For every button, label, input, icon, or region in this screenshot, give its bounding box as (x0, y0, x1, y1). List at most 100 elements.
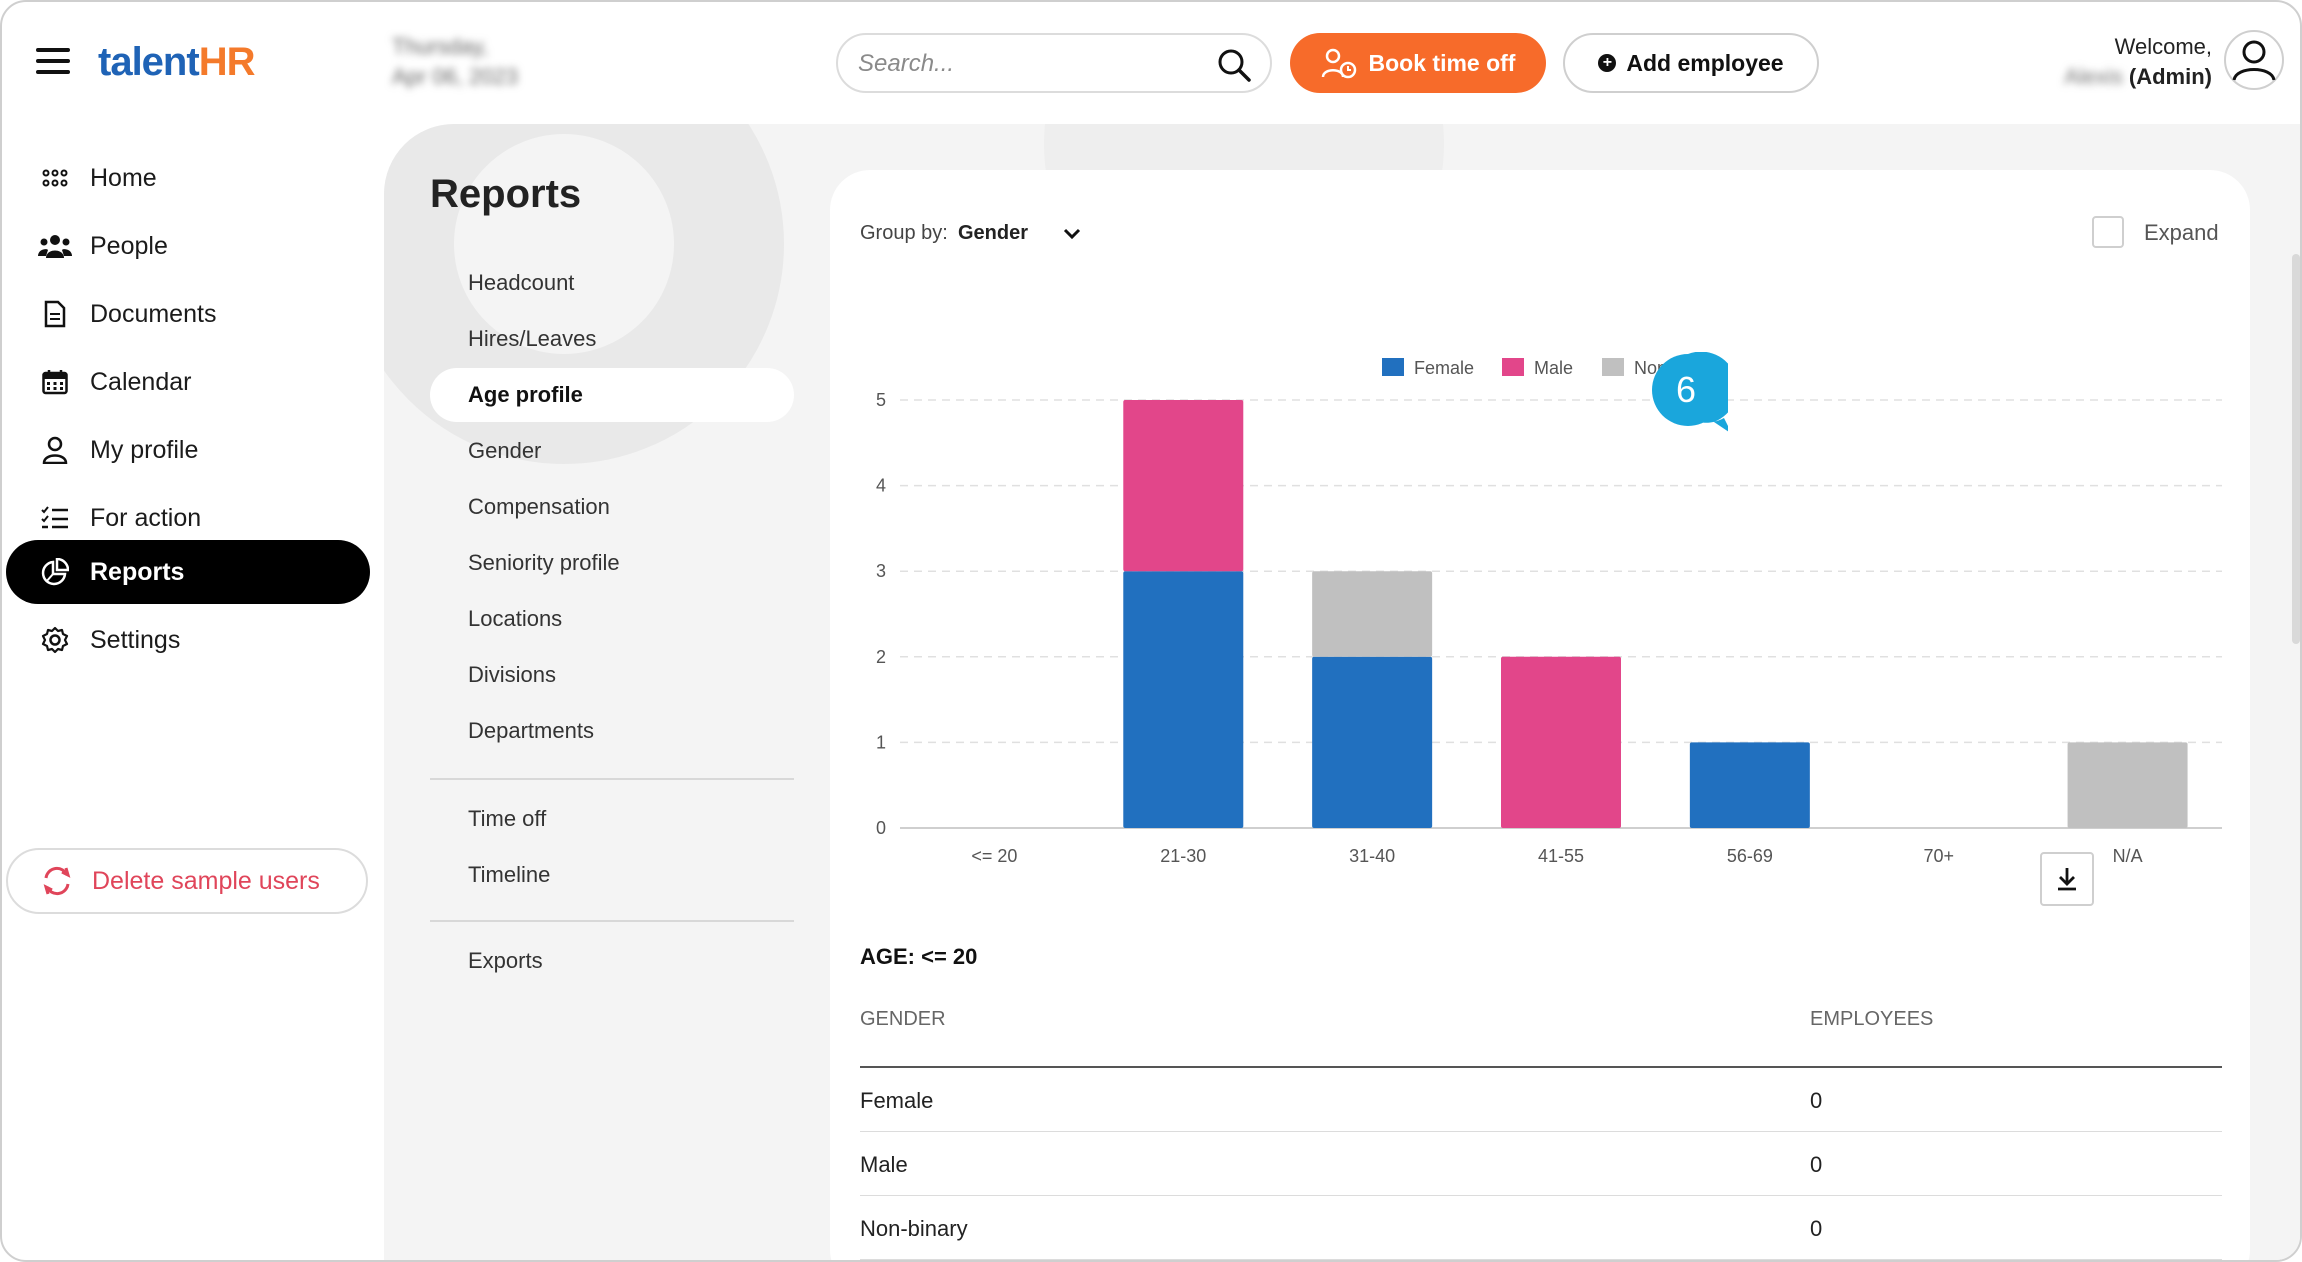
user-avatar-icon (2232, 40, 2276, 81)
sidebar-item-label: People (90, 231, 168, 260)
sidebar-item-label: My profile (90, 435, 199, 464)
download-icon (2058, 868, 2076, 891)
table-title: AGE: <= 20 (860, 944, 978, 969)
report-item-exports[interactable]: Exports (430, 934, 794, 988)
report-item-gender[interactable]: Gender (430, 424, 794, 478)
bar-male (1501, 656, 1621, 828)
chevron-down-icon[interactable] (1060, 222, 1084, 246)
divider (430, 778, 794, 780)
report-item-departments[interactable]: Departments (430, 704, 794, 758)
expand-checkbox[interactable] (2092, 216, 2124, 248)
report-item-hires-leaves[interactable]: Hires/Leaves (430, 312, 794, 366)
bar-female (1312, 656, 1433, 828)
table-cell-employees: 0 (1810, 1088, 1823, 1113)
sidebar-item-settings[interactable]: Settings (6, 608, 370, 672)
pie-chart-icon (38, 555, 72, 589)
sidebar-item-label: Home (90, 163, 157, 192)
report-item-seniority-profile[interactable]: Seniority profile (430, 536, 794, 590)
y-tick-label: 0 (876, 818, 886, 838)
report-item-label: Compensation (468, 494, 610, 519)
scrollbar[interactable] (2292, 254, 2300, 644)
sidebar-item-label: Settings (90, 625, 181, 654)
date-weekday: Thursday, (392, 34, 489, 59)
report-item-label: Age profile (468, 382, 583, 407)
checklist-icon (38, 501, 72, 535)
sidebar-item-people[interactable]: People (6, 214, 370, 278)
gear-icon (38, 623, 72, 657)
divider (430, 920, 794, 922)
sidebar-item-for-action[interactable]: For action (6, 486, 370, 550)
table-header-divider (860, 1066, 2222, 1068)
report-item-timeline[interactable]: Timeline (430, 848, 794, 902)
y-tick-label: 4 (876, 476, 886, 496)
report-card: Group by: Gender Expand 0 1 2 3 4 5 <= 20 21-30… (830, 170, 2250, 1260)
expand-label: Expand (2144, 220, 2219, 245)
search-input[interactable] (858, 45, 1218, 83)
grid-dots-icon (38, 161, 72, 195)
x-tick-label: <= 20 (971, 846, 1017, 866)
report-item-label: Departments (468, 718, 594, 743)
sidebar-item-my-profile[interactable]: My profile (6, 418, 370, 482)
report-item-compensation[interactable]: Compensation (430, 480, 794, 534)
plus-circle-icon: + (1598, 54, 1617, 72)
report-item-label: Timeline (468, 862, 551, 887)
report-item-divisions[interactable]: Divisions (430, 648, 794, 702)
user-role: (Admin) (2128, 64, 2212, 89)
table-row: Non-binary 0 (860, 1196, 2222, 1260)
x-tick-label: 41-55 (1538, 846, 1584, 866)
report-item-headcount[interactable]: Headcount (430, 256, 794, 310)
sidebar-item-documents[interactable]: Documents (6, 282, 370, 346)
report-item-locations[interactable]: Locations (430, 592, 794, 646)
search-box (836, 33, 1272, 93)
x-tick-label: N/A (2113, 846, 2143, 866)
person-clock-icon (1321, 48, 1356, 79)
logo-text-hr: HR (198, 40, 256, 84)
sidebar-item-home[interactable]: Home (6, 146, 370, 210)
legend-swatch (1382, 358, 1404, 376)
y-tick-label: 5 (876, 390, 886, 410)
document-icon (38, 297, 72, 331)
x-tick-label: 70+ (1923, 846, 1954, 866)
y-tick-label: 3 (876, 561, 886, 581)
add-employee-button[interactable]: + Add employee (1563, 33, 1819, 93)
book-time-off-button[interactable]: Book time off (1290, 33, 1546, 93)
step-callout-badge: 6 (1652, 352, 1728, 432)
hamburger-menu-icon[interactable] (36, 48, 70, 76)
report-item-label: Hires/Leaves (468, 326, 597, 351)
welcome-label: Welcome, (2114, 34, 2212, 59)
report-item-label: Headcount (468, 270, 575, 295)
book-time-off-label: Book time off (1368, 49, 1516, 76)
delete-sample-users-button[interactable]: Delete sample users (6, 848, 368, 914)
sidebar-item-label: For action (90, 503, 202, 532)
legend-label: Female (1414, 358, 1474, 378)
sidebar-item-calendar[interactable]: Calendar (6, 350, 370, 414)
table-cell-gender: Female (860, 1088, 934, 1113)
report-item-label: Seniority profile (468, 550, 620, 575)
sidebar-item-label: Calendar (90, 367, 192, 396)
refresh-icon (43, 866, 71, 896)
report-item-time-off[interactable]: Time off (430, 792, 794, 846)
table-cell-employees: 0 (1810, 1152, 1823, 1177)
sidebar-item-reports[interactable]: Reports (6, 540, 370, 604)
column-header-gender: GENDER (860, 1008, 946, 1030)
legend-swatch (1502, 358, 1524, 376)
report-item-age-profile[interactable]: Age profile (430, 368, 794, 422)
group-by-select[interactable]: Gender (958, 222, 1029, 244)
current-date: Thursday, Apr 06, 2023 (392, 32, 518, 92)
search-icon[interactable] (1214, 45, 1254, 85)
x-tick-label: 21-30 (1160, 846, 1206, 866)
legend-label: Male (1534, 358, 1573, 378)
people-icon (38, 229, 72, 263)
report-item-label: Locations (468, 606, 563, 631)
column-header-employees: EMPLOYEES (1810, 1008, 1934, 1030)
bar-non-binary (1312, 571, 1433, 657)
date-full: Apr 06, 2023 (392, 64, 518, 89)
age-profile-chart: 0 1 2 3 4 5 <= 20 21-30 31-40 41-55 56-69 70+ N/A Fem… (876, 358, 2222, 866)
callout-number: 6 (1676, 369, 1696, 410)
table-cell-gender: Male (860, 1152, 908, 1177)
welcome-text: Welcome, Alexis (Admin) (2064, 32, 2212, 92)
table-cell-employees: 0 (1810, 1216, 1823, 1241)
avatar[interactable] (2224, 30, 2284, 90)
logo[interactable]: talentHR (98, 40, 256, 85)
download-button[interactable] (2040, 852, 2094, 906)
